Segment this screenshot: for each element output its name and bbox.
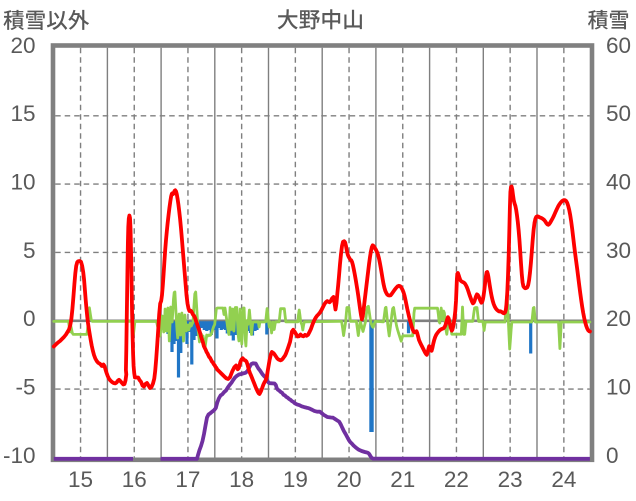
svg-text:17: 17 xyxy=(175,467,200,492)
svg-text:30: 30 xyxy=(606,238,631,263)
svg-text:15: 15 xyxy=(68,467,93,492)
svg-text:15: 15 xyxy=(10,101,35,126)
svg-text:19: 19 xyxy=(283,467,308,492)
svg-text:20: 20 xyxy=(606,306,631,331)
svg-text:18: 18 xyxy=(229,467,254,492)
svg-text:20: 20 xyxy=(10,33,35,58)
svg-text:22: 22 xyxy=(444,467,469,492)
svg-text:24: 24 xyxy=(551,467,576,492)
svg-text:-10: -10 xyxy=(3,443,36,468)
svg-text:10: 10 xyxy=(606,375,631,400)
svg-text:60: 60 xyxy=(606,33,631,58)
svg-text:21: 21 xyxy=(390,467,415,492)
svg-text:50: 50 xyxy=(606,101,631,126)
svg-text:20: 20 xyxy=(337,467,362,492)
svg-text:10: 10 xyxy=(10,170,35,195)
svg-text:23: 23 xyxy=(498,467,523,492)
svg-text:16: 16 xyxy=(122,467,147,492)
svg-text:5: 5 xyxy=(23,238,36,263)
svg-text:-5: -5 xyxy=(15,375,35,400)
svg-text:40: 40 xyxy=(606,170,631,195)
svg-text:0: 0 xyxy=(606,443,619,468)
svg-text:0: 0 xyxy=(23,306,36,331)
